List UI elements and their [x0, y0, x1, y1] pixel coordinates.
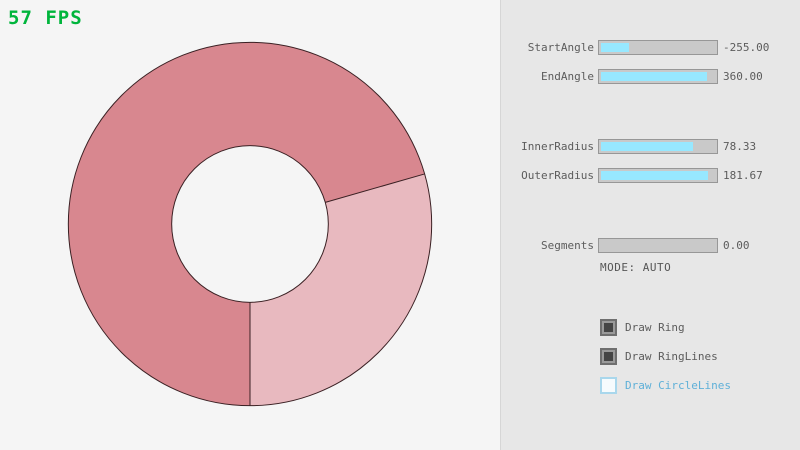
innerradius-row: InnerRadius 78.33	[0, 139, 800, 154]
draw-circlelines-row: Draw CircleLines	[600, 377, 800, 394]
innerradius-label: InnerRadius	[521, 140, 594, 153]
startangle-slider-fill	[601, 43, 630, 52]
outerradius-row: OuterRadius 181.67	[0, 168, 800, 183]
segments-label: Segments	[541, 239, 594, 252]
outerradius-slider[interactable]	[598, 168, 718, 183]
endangle-value: 360.00	[723, 70, 763, 83]
innerradius-slider-fill	[601, 142, 694, 151]
draw-ring-row: Draw Ring	[600, 319, 800, 336]
draw-ringlines-row: Draw RingLines	[600, 348, 800, 365]
endangle-slider-fill	[601, 72, 708, 81]
draw-ringlines-checkbox[interactable]	[600, 348, 617, 365]
ring-sector-edge-line	[325, 173, 425, 203]
startangle-row: StartAngle -255.00	[0, 40, 800, 55]
segments-mode-text: MODE: AUTO	[600, 261, 672, 274]
startangle-value: -255.00	[723, 41, 770, 54]
checkmark	[604, 323, 613, 332]
draw-ring-checkbox[interactable]	[600, 319, 617, 336]
fps-counter: 57 FPS	[8, 7, 83, 29]
startangle-label: StartAngle	[527, 41, 594, 54]
endangle-row: EndAngle 360.00	[0, 69, 800, 84]
segments-value: 0.00	[723, 239, 750, 252]
startangle-slider[interactable]	[598, 40, 718, 55]
ring-canvas	[67, 41, 433, 407]
outerradius-label: OuterRadius	[521, 169, 594, 182]
innerradius-slider[interactable]	[598, 139, 718, 154]
segments-slider[interactable]	[598, 238, 718, 253]
draw-ringlines-label: Draw RingLines	[625, 350, 718, 363]
draw-circlelines-label: Draw CircleLines	[625, 379, 731, 392]
draw-ring-label: Draw Ring	[625, 321, 685, 334]
checkmark	[604, 352, 613, 361]
endangle-slider[interactable]	[598, 69, 718, 84]
endangle-label: EndAngle	[541, 70, 594, 83]
ring-single-sector	[250, 173, 432, 406]
outerradius-slider-fill	[601, 171, 709, 180]
outerradius-value: 181.67	[723, 169, 763, 182]
draw-circlelines-checkbox[interactable]	[600, 377, 617, 394]
segments-row: Segments 0.00	[0, 238, 800, 253]
innerradius-value: 78.33	[723, 140, 757, 153]
